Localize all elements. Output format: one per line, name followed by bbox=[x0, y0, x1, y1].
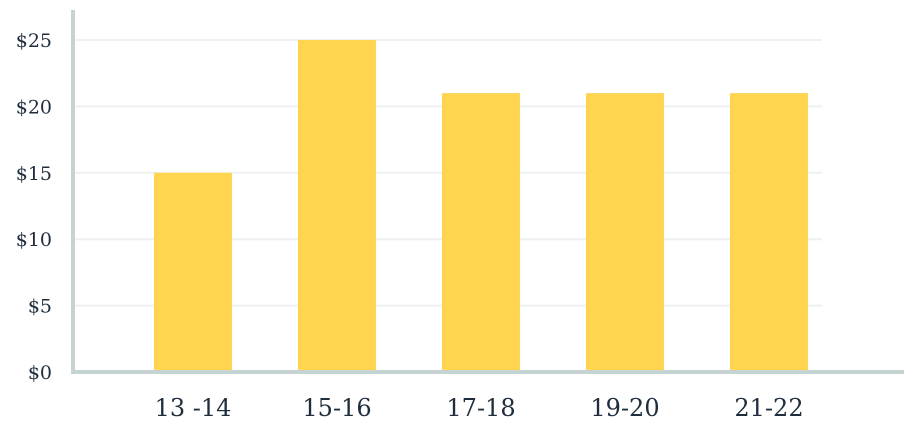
x-tick-labels: 13 -14 15-16 17-18 19-20 21-22 bbox=[155, 394, 804, 422]
x-tick-label: 15-16 bbox=[302, 394, 371, 422]
y-tick-label: $20 bbox=[16, 96, 52, 118]
bar-5 bbox=[730, 93, 808, 373]
y-tick-label: $15 bbox=[16, 163, 52, 185]
y-tick-label: $10 bbox=[16, 229, 52, 251]
y-tick-label: $25 bbox=[16, 30, 52, 52]
x-tick-label: 19-20 bbox=[590, 394, 659, 422]
bar-4 bbox=[586, 93, 664, 373]
bar-1 bbox=[154, 172, 232, 372]
y-tick-label: $0 bbox=[28, 362, 52, 384]
x-tick-label: 17-18 bbox=[446, 394, 515, 422]
bar-2 bbox=[298, 40, 376, 372]
axes bbox=[71, 10, 904, 374]
x-tick-label: 13 -14 bbox=[155, 394, 232, 422]
bars bbox=[154, 40, 808, 373]
x-tick-label: 21-22 bbox=[734, 394, 803, 422]
y-tick-labels: $0 $5 $10 $15 $20 $25 bbox=[16, 30, 52, 384]
bar-3 bbox=[442, 93, 520, 373]
y-tick-label: $5 bbox=[28, 296, 52, 318]
